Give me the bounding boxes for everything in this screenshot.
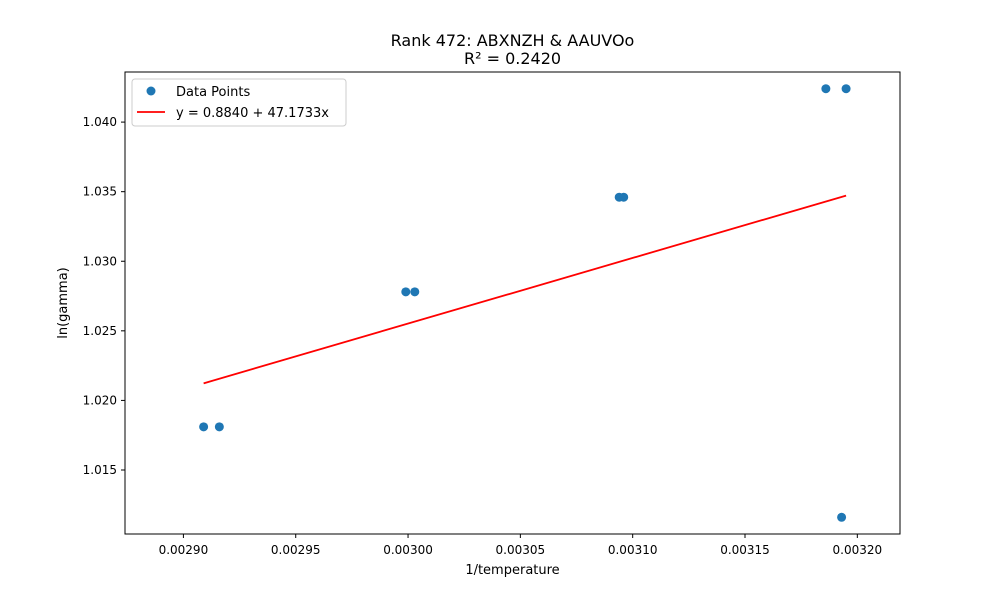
y-tick-label: 1.020	[83, 393, 117, 407]
y-tick-label: 1.035	[83, 185, 117, 199]
x-tick-label: 0.00295	[271, 543, 321, 557]
legend-box	[131, 78, 347, 127]
data-point-2	[214, 422, 224, 432]
x-tick-label: 0.00305	[496, 543, 546, 557]
legend-label-fit-line: y = 0.8840 + 47.1733x	[176, 106, 329, 121]
regression-line	[203, 194, 847, 385]
y-tick-label: 1.040	[83, 115, 117, 129]
y-axis-ticks: 1.015 1.020 1.025 1.030 1.035 1.040	[83, 115, 125, 477]
data-point-7	[821, 84, 831, 94]
data-marks	[199, 84, 851, 522]
data-point-8	[841, 84, 851, 94]
legend-marker-data-points	[146, 86, 156, 96]
chart-title: Rank 472: ABXNZH & AAUVOo	[391, 31, 635, 50]
y-axis-label: ln(gamma)	[56, 267, 71, 339]
x-axis-label: 1/temperature	[465, 563, 559, 578]
legend: Data Points y = 0.8840 + 47.1733x	[131, 78, 347, 127]
data-point-6	[619, 192, 629, 202]
data-point-9	[837, 512, 847, 522]
x-axis-ticks: 0.00290 0.00295 0.00300 0.00305 0.00310 0.003…	[159, 534, 883, 557]
x-tick-label: 0.00315	[720, 543, 770, 557]
x-tick-label: 0.00300	[383, 543, 433, 557]
x-tick-label: 0.00290	[159, 543, 209, 557]
y-tick-label: 1.015	[83, 463, 117, 477]
plot-area	[125, 72, 900, 534]
data-point-1	[199, 422, 209, 432]
data-point-4	[410, 287, 420, 297]
x-tick-label: 0.00310	[608, 543, 658, 557]
x-tick-label: 0.00320	[833, 543, 883, 557]
plot-frame	[124, 71, 901, 535]
data-point-3	[401, 287, 411, 297]
y-tick-label: 1.025	[83, 324, 117, 338]
y-tick-label: 1.030	[83, 254, 117, 268]
legend-label-data-points: Data Points	[176, 85, 250, 100]
chart-subtitle: R² = 0.2420	[464, 49, 561, 68]
